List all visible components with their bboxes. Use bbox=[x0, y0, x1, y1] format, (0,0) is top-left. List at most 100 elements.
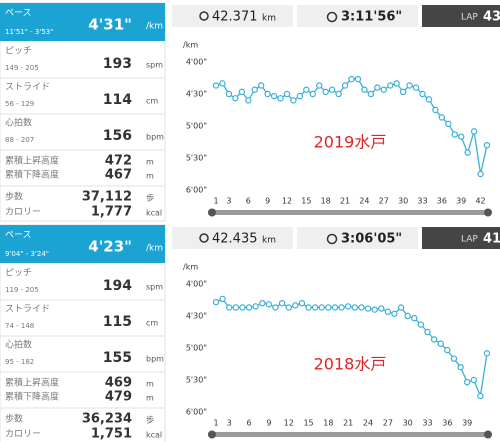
stat-value: 467 bbox=[105, 168, 132, 183]
lap-point bbox=[348, 75, 355, 83]
tab-lap bbox=[422, 5, 500, 27]
lap-point bbox=[305, 304, 312, 311]
lap-point bbox=[483, 350, 491, 357]
stat-value: 155 bbox=[103, 350, 132, 366]
scrollbar bbox=[208, 432, 491, 437]
lap-point bbox=[292, 302, 299, 309]
lap-point bbox=[328, 86, 336, 93]
x-tick-label: 24 bbox=[359, 197, 369, 206]
lap-point bbox=[445, 120, 452, 128]
x-tick-label: 33 bbox=[422, 419, 432, 428]
stat-label: 心拍数 bbox=[5, 339, 32, 351]
x-tick-label: 42 bbox=[475, 197, 485, 206]
lap-point bbox=[265, 301, 273, 308]
lap-point bbox=[399, 88, 407, 96]
lap-point bbox=[483, 141, 491, 149]
pace-range: 9'04" - 3'24" bbox=[5, 250, 49, 258]
lap-point bbox=[318, 304, 325, 311]
tab-lap bbox=[422, 227, 500, 249]
stat-unit: kcal bbox=[146, 431, 162, 440]
stat-label: 歩数 bbox=[5, 413, 23, 425]
y-tick-label: 4'30" bbox=[186, 312, 207, 321]
stat-label: カロリー bbox=[5, 429, 41, 440]
stat-value: 115 bbox=[103, 314, 132, 330]
lap-point bbox=[432, 106, 439, 114]
lap-point bbox=[457, 364, 464, 371]
lap-point bbox=[419, 90, 426, 98]
lap-point bbox=[316, 82, 323, 89]
stat-range: 74 - 148 bbox=[5, 322, 34, 330]
lap-point bbox=[463, 378, 471, 386]
lap-point bbox=[351, 304, 359, 311]
x-tick-label: 30 bbox=[398, 197, 408, 206]
lap-point bbox=[451, 131, 458, 138]
lap-point bbox=[322, 88, 329, 96]
y-tick-label: 5'30" bbox=[186, 154, 207, 163]
stat-value: 472 bbox=[105, 154, 132, 169]
pace-range: 11'51" - 3'53" bbox=[5, 28, 53, 36]
lap-point bbox=[309, 90, 316, 98]
stat-label: 心拍数 bbox=[5, 117, 32, 129]
y-tick-label: 5'00" bbox=[186, 122, 207, 131]
lap-point bbox=[283, 90, 291, 98]
lap-point bbox=[404, 312, 411, 320]
stat-value: 193 bbox=[103, 56, 132, 72]
x-tick-label: 21 bbox=[340, 197, 350, 206]
distance-icon bbox=[199, 233, 209, 243]
lap-point bbox=[238, 88, 246, 96]
x-tick-label: 36 bbox=[437, 197, 447, 206]
lap-point bbox=[444, 346, 451, 354]
lap-point bbox=[277, 95, 284, 102]
lap-point bbox=[245, 97, 252, 104]
lap-point bbox=[296, 92, 304, 100]
lap-point bbox=[219, 295, 226, 303]
scrollbar bbox=[208, 210, 491, 215]
tab-distance bbox=[172, 5, 293, 27]
lap-point bbox=[470, 376, 477, 384]
lap-point bbox=[226, 304, 233, 311]
lap-point bbox=[219, 80, 226, 87]
distance-value: 42.371 bbox=[212, 10, 258, 25]
lap-point bbox=[387, 82, 394, 89]
lap-point bbox=[335, 90, 342, 98]
stat-unit: 歩 bbox=[146, 193, 154, 203]
stat-value: 37,112 bbox=[82, 190, 132, 205]
x-tick-label: 9 bbox=[266, 419, 271, 428]
lap-point bbox=[252, 303, 259, 310]
x-tick-label: 12 bbox=[284, 419, 294, 428]
stat-unit: cm bbox=[146, 319, 158, 328]
tab-time bbox=[297, 5, 418, 27]
lap-point bbox=[257, 82, 265, 89]
x-tick-label: 36 bbox=[442, 419, 452, 428]
stat-value: 469 bbox=[105, 376, 132, 391]
y-tick-label: 4'00" bbox=[186, 280, 207, 289]
pace-header bbox=[0, 3, 165, 41]
scroll-handle bbox=[484, 208, 492, 217]
y-tick-label: 6'00" bbox=[186, 408, 207, 417]
stat-label: 累積上昇高度 bbox=[5, 155, 59, 167]
y-tick-label: 5'00" bbox=[186, 344, 207, 353]
stat-unit: spm bbox=[146, 61, 163, 70]
x-tick-label: 9 bbox=[265, 197, 270, 206]
lap-point bbox=[391, 310, 398, 318]
lap-point bbox=[371, 306, 378, 313]
x-tick-label: 15 bbox=[301, 197, 311, 206]
lap-label: LAP bbox=[461, 13, 478, 23]
lap-point bbox=[338, 304, 345, 311]
y-tick-label: 5'30" bbox=[186, 376, 207, 385]
lap-point bbox=[425, 96, 433, 103]
stat-unit: kcal bbox=[146, 209, 162, 218]
lap-point bbox=[364, 305, 372, 312]
pace-value: 4'31" bbox=[88, 16, 132, 34]
lap-point bbox=[303, 86, 310, 93]
lap-point bbox=[367, 90, 375, 98]
stat-label: カロリー bbox=[5, 207, 41, 218]
annotation: 2018水戸 bbox=[314, 355, 387, 374]
lap-point bbox=[393, 80, 400, 87]
distance-unit: km bbox=[262, 14, 276, 24]
stat-unit: cm bbox=[146, 97, 158, 106]
lap-point bbox=[212, 298, 220, 306]
stat-label: 累積上昇高度 bbox=[5, 377, 59, 389]
y-axis-label: /km bbox=[183, 263, 198, 272]
stat-value: 1,751 bbox=[91, 427, 132, 442]
